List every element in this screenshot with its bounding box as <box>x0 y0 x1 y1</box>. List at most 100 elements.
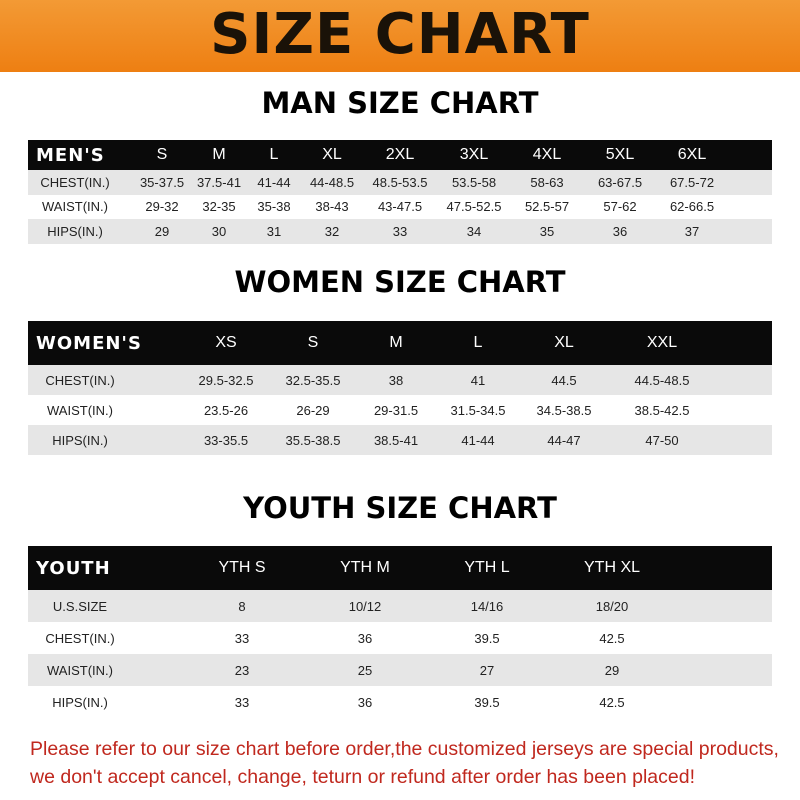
measurement-value: 41-44 <box>257 174 291 190</box>
measurement-label: WAIST(IN.) <box>47 662 113 678</box>
men-section-title: MAN SIZE CHART <box>261 86 539 120</box>
measurement-value: 23 <box>234 662 250 678</box>
measurement-value: 36 <box>357 694 373 710</box>
measurement-value: 34 <box>466 223 482 239</box>
size-column-header: L <box>269 146 279 163</box>
measurement-value: 32 <box>324 223 340 239</box>
men-header-row: MEN'S S M L XL 2XL 3XL 4XL 5XL 6XL <box>28 140 772 170</box>
measurement-value: 18/20 <box>595 598 629 614</box>
measurement-value: 29-32 <box>145 199 179 215</box>
table-row: HIPS(IN.) 33-35.5 35.5-38.5 38.5-41 41-44 44-… <box>28 425 772 455</box>
measurement-value: 35-38 <box>257 199 291 215</box>
measurement-label: CHEST(IN.) <box>45 630 115 646</box>
measurement-value: 44.5-48.5 <box>634 372 690 388</box>
size-column-header: YTH S <box>218 559 266 576</box>
measurement-value: 43-47.5 <box>377 199 423 215</box>
measurement-value: 32-35 <box>202 199 236 215</box>
page-title: SIZE CHART <box>210 2 590 67</box>
size-column-header: L <box>473 334 483 351</box>
measurement-value: 44-48.5 <box>309 174 355 190</box>
men-header-label: MEN'S <box>36 144 105 166</box>
measurement-value: 33-35.5 <box>203 432 249 448</box>
size-column-header: 4XL <box>532 146 562 163</box>
measurement-label: CHEST(IN.) <box>45 372 115 388</box>
measurement-value: 32.5-35.5 <box>285 372 341 388</box>
measurement-value: 29 <box>154 223 170 239</box>
measurement-value: 62-66.5 <box>669 199 715 215</box>
notice-line-2: we don't accept cancel, change, teturn o… <box>30 766 695 788</box>
table-row: HIPS(IN.) 33 36 39.5 42.5 <box>28 686 772 718</box>
size-column-header: S <box>307 334 319 351</box>
measurement-value: 44.5 <box>551 372 577 388</box>
size-column-header: XS <box>215 334 237 351</box>
measurement-value: 41 <box>470 372 486 388</box>
measurement-value: 30 <box>211 223 227 239</box>
measurement-value: 36 <box>357 630 373 646</box>
table-row: WAIST(IN.) 29-32 32-35 35-38 38-43 43-47.5 47.… <box>28 194 772 219</box>
table-row: CHEST(IN.) 33 36 39.5 42.5 <box>28 622 772 654</box>
measurement-value: 53.5-58 <box>451 174 497 190</box>
measurement-value: 34.5-38.5 <box>536 402 592 418</box>
size-column-header: 3XL <box>459 146 489 163</box>
notice-line-1: Please refer to our size chart before or… <box>30 738 779 760</box>
size-column-header: YTH XL <box>583 559 641 576</box>
measurement-value: 27 <box>479 662 495 678</box>
women-section-title: WOMEN SIZE CHART <box>234 265 566 299</box>
measurement-value: 52.5-57 <box>524 199 570 215</box>
measurement-value: 47-50 <box>645 432 679 448</box>
measurement-value: 44-47 <box>547 432 581 448</box>
measurement-value: 47.5-52.5 <box>446 199 502 215</box>
youth-header-label: YOUTH <box>36 557 111 579</box>
size-column-header: 6XL <box>677 146 707 163</box>
measurement-label: HIPS(IN.) <box>47 223 103 239</box>
measurement-value: 37 <box>684 223 700 239</box>
table-row: CHEST(IN.) 29.5-32.5 32.5-35.5 38 41 44.5 44.5… <box>28 365 772 395</box>
women-header-row: WOMEN'S XS S M L XL XXL <box>28 321 772 365</box>
measurement-label: WAIST(IN.) <box>42 199 108 215</box>
men-size-table: MEN'S S M L XL 2XL 3XL 4XL 5XL 6XL CHEST(IN.) 35-37… <box>28 140 772 244</box>
measurement-value: 29 <box>604 662 620 678</box>
measurement-value: 29.5-32.5 <box>198 372 254 388</box>
order-notice: Please refer to our size chart before or… <box>30 735 790 791</box>
measurement-value: 35-37.5 <box>139 174 185 190</box>
size-column-header: M <box>389 334 403 351</box>
measurement-value: 38-43 <box>315 199 349 215</box>
measurement-value: 26-29 <box>296 402 330 418</box>
table-row: WAIST(IN.) 23.5-26 26-29 29-31.5 31.5-34.5 34… <box>28 395 772 425</box>
measurement-value: 38 <box>388 372 404 388</box>
table-row: WAIST(IN.) 23 25 27 29 <box>28 654 772 686</box>
measurement-value: 36 <box>612 223 628 239</box>
measurement-value: 35.5-38.5 <box>285 432 341 448</box>
measurement-label: CHEST(IN.) <box>40 174 110 190</box>
measurement-label: WAIST(IN.) <box>47 402 113 418</box>
measurement-value: 57-62 <box>603 199 637 215</box>
measurement-value: 33 <box>234 694 250 710</box>
measurement-value: 25 <box>357 662 373 678</box>
size-column-header: 5XL <box>605 146 635 163</box>
measurement-label: HIPS(IN.) <box>52 694 108 710</box>
youth-section-title: YOUTH SIZE CHART <box>243 491 557 525</box>
measurement-value: 35 <box>539 223 555 239</box>
measurement-label: HIPS(IN.) <box>52 432 108 448</box>
measurement-value: 38.5-41 <box>373 432 419 448</box>
measurement-label: U.S.SIZE <box>52 598 108 614</box>
youth-size-table: YOUTH YTH S YTH M YTH L YTH XL U.S.SIZE 8 10/12… <box>28 546 772 718</box>
measurement-value: 41-44 <box>461 432 495 448</box>
size-column-header: 2XL <box>385 146 415 163</box>
measurement-value: 39.5 <box>474 630 500 646</box>
women-size-table: WOMEN'S XS S M L XL XXL CHEST(IN.) 29.5-32.5 32.5… <box>28 321 772 455</box>
table-row: HIPS(IN.) 29 30 31 32 33 34 35 36 37 <box>28 219 772 244</box>
size-column-header: XL <box>554 334 574 351</box>
measurement-value: 42.5 <box>599 630 625 646</box>
women-header-label: WOMEN'S <box>36 332 142 354</box>
size-column-header: XXL <box>646 334 678 351</box>
size-column-header: S <box>156 146 168 163</box>
measurement-value: 67.5-72 <box>669 174 715 190</box>
measurement-value: 42.5 <box>599 694 625 710</box>
measurement-value: 58-63 <box>530 174 564 190</box>
measurement-value: 8 <box>238 598 246 614</box>
table-row: U.S.SIZE 8 10/12 14/16 18/20 <box>28 590 772 622</box>
size-column-header: M <box>212 146 226 163</box>
measurement-value: 10/12 <box>348 598 382 614</box>
size-column-header: YTH L <box>464 559 510 576</box>
